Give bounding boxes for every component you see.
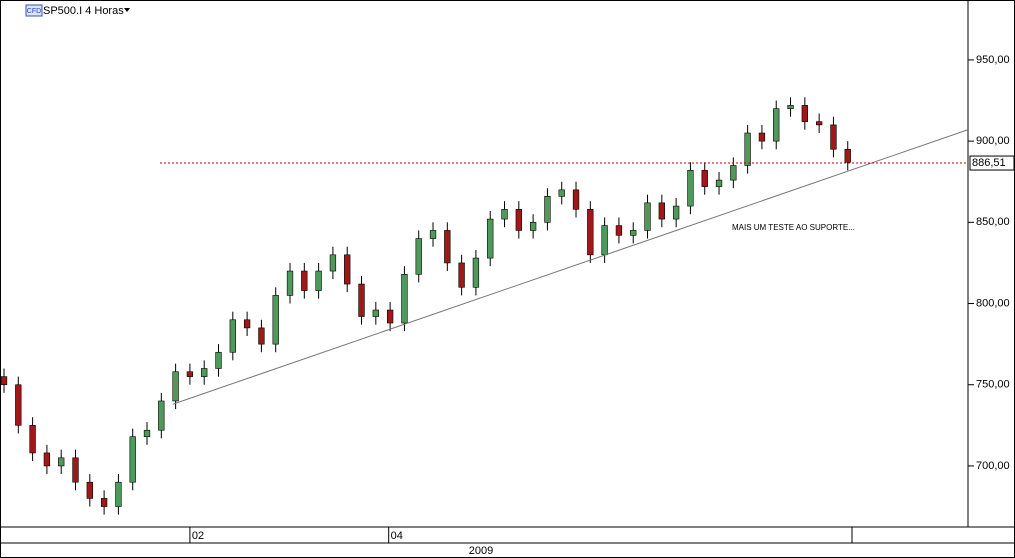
x-tick-label: 04 (391, 530, 403, 542)
candle-body (115, 481, 122, 507)
candle-body (43, 452, 51, 467)
candle-body (415, 238, 422, 275)
candle-body (487, 218, 494, 259)
candle-body (0, 376, 8, 386)
candle-body (243, 319, 251, 329)
candle-body (844, 148, 851, 163)
candle-body (158, 400, 165, 431)
candle-body (644, 202, 651, 231)
candle-body (773, 108, 780, 142)
trend-line (172, 129, 969, 405)
y-tick-label: 750,00 (976, 379, 1010, 391)
candle-body (258, 327, 265, 345)
candle-body (201, 368, 208, 377)
candle-body (572, 189, 580, 210)
candle-body (444, 230, 451, 264)
candle-body (129, 436, 136, 483)
candle-body (601, 225, 608, 256)
last-price-label: 886,51 (972, 157, 1006, 169)
candle-body (472, 257, 480, 288)
last-price-box (969, 155, 1015, 171)
year-label: 2009 (469, 545, 493, 557)
candle-body (744, 132, 751, 166)
candle-body (672, 205, 680, 220)
badge-box (25, 4, 43, 17)
badge: CFD (27, 8, 41, 15)
candle-body (701, 170, 708, 187)
dropdown-arrow[interactable] (124, 8, 130, 12)
y-tick-label: 850,00 (976, 216, 1010, 228)
candle-body (372, 309, 379, 317)
candle-body (658, 202, 665, 220)
candle-body (615, 225, 623, 236)
candle-body (15, 384, 22, 426)
y-tick-label: 950,00 (976, 54, 1010, 66)
candle-body (401, 273, 408, 324)
candle-body (229, 319, 236, 353)
candle-body (29, 425, 36, 454)
candle-body (715, 179, 723, 187)
candle-body (630, 230, 637, 236)
candle-body (386, 309, 394, 324)
candle-body (301, 270, 308, 291)
y-tick-label: 700,00 (976, 460, 1010, 472)
candle-body (86, 481, 93, 499)
candle-body (315, 270, 322, 291)
candle-body (329, 254, 337, 272)
candle-body (272, 295, 279, 345)
candle-body (529, 222, 537, 231)
candle-body (830, 124, 837, 150)
annotation: MAIS UM TESTE AO SUPORTE... (732, 223, 855, 232)
chart-title[interactable]: SP500.I 4 Horas (43, 5, 124, 17)
candle-body (429, 230, 437, 239)
candle-body (458, 262, 465, 288)
candle-body (687, 170, 694, 207)
candle-body (515, 209, 522, 231)
candle-body (758, 132, 766, 142)
x-tick-label: 02 (192, 530, 204, 542)
candle-body (286, 270, 294, 296)
candle-body (344, 254, 351, 285)
candle-body (801, 105, 808, 122)
candle-body (215, 351, 222, 369)
candle-body (544, 196, 551, 223)
candle-body (587, 209, 594, 256)
candle-body (72, 457, 79, 483)
candle-body (730, 165, 737, 181)
candle-body (172, 371, 179, 402)
candle-body (787, 105, 794, 109)
candle-body (558, 189, 565, 197)
candle-body (501, 209, 508, 220)
y-tick-label: 900,00 (976, 135, 1010, 147)
candle-body (358, 283, 365, 317)
candle-body (58, 457, 65, 467)
candle-body (143, 429, 151, 438)
candle-body (186, 371, 194, 377)
y-tick-label: 800,00 (976, 297, 1010, 309)
candle-body (815, 121, 823, 126)
candle-body (100, 498, 108, 507)
